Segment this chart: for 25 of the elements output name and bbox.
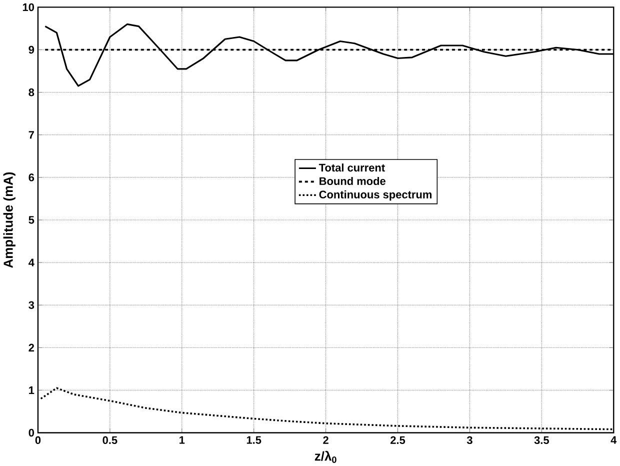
x-tick-label: 1	[180, 436, 185, 444]
legend-label: Bound mode	[320, 176, 386, 185]
x-tick-label: 0	[35, 436, 41, 444]
legend-label: Total current	[318, 163, 385, 172]
y-tick-label: 5	[28, 216, 34, 224]
x-tick-label: 3.5	[534, 436, 549, 444]
y-tick-label: 10	[22, 3, 34, 11]
y-tick-label: 1	[29, 386, 34, 394]
y-tick-label: 2	[28, 344, 34, 352]
x-tick-label: 2	[323, 436, 328, 444]
y-tick-label: 3	[28, 301, 34, 309]
x-tick-label: 0.5	[102, 436, 118, 444]
y-tick-label: 6	[28, 173, 34, 182]
legend-label: Continuous spectrum	[319, 190, 432, 200]
x-axis-title: z/λ$_{0}$	[314, 450, 336, 463]
y-tick-label: 8	[28, 88, 34, 96]
x-tick-label: 1.5	[246, 436, 262, 444]
x-tick-label: 2.5	[390, 436, 406, 444]
y-axis-title: Amplitude (mA)	[3, 172, 16, 268]
y-tick-label: 0	[28, 428, 34, 437]
y-tick-label: 9	[28, 46, 34, 54]
y-tick-label: 7	[28, 130, 34, 139]
x-tick-label: 4	[610, 436, 617, 444]
y-tick-label: 4	[28, 258, 34, 266]
x-tick-label: 3	[466, 436, 472, 444]
